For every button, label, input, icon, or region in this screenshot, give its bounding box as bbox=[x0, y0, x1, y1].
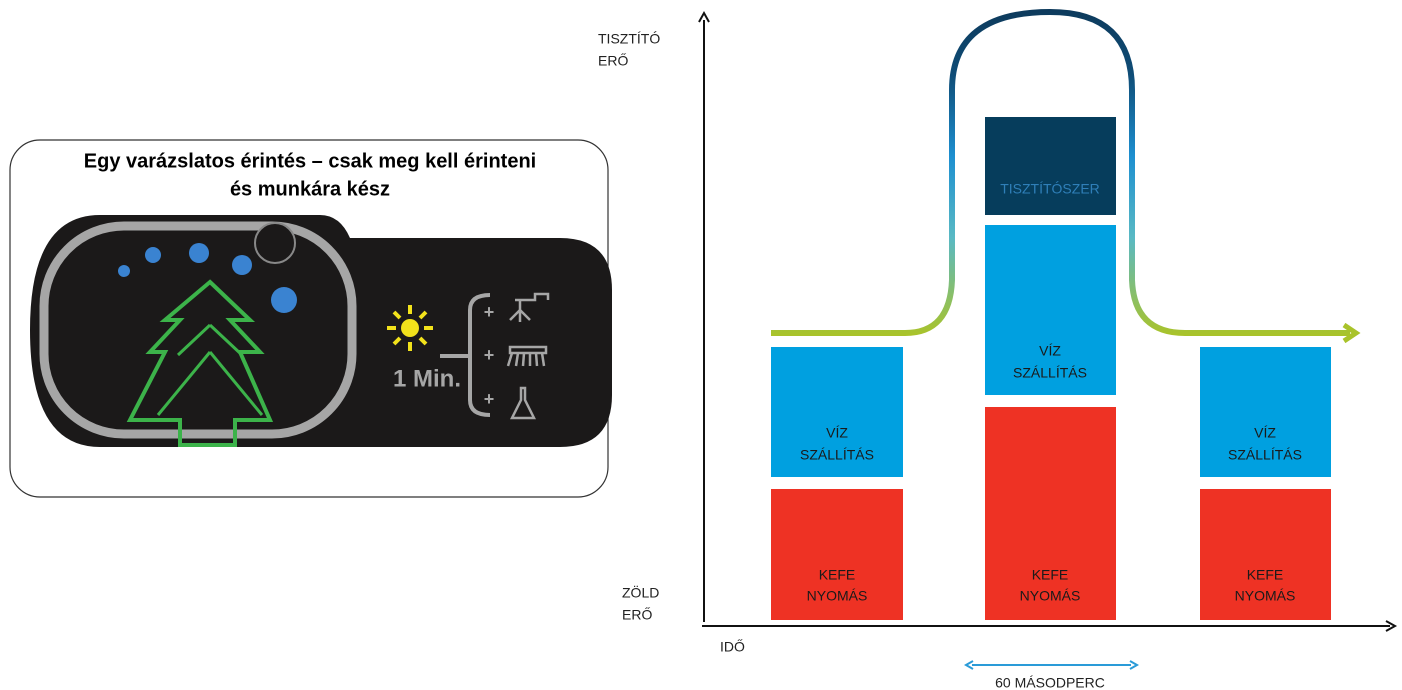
plus: + bbox=[484, 389, 495, 409]
block-label: SZÁLLÍTÁS bbox=[800, 447, 874, 463]
y-axis-label: ERŐ bbox=[598, 53, 628, 69]
plus: + bbox=[484, 302, 495, 322]
block-label: VÍZ bbox=[826, 425, 848, 441]
panel-title: Egy varázslatos érintés – csak meg kell … bbox=[84, 150, 536, 172]
y-axis-label: ZÖLD bbox=[622, 584, 659, 601]
page: Egy varázslatos érintés – csak meg kell … bbox=[0, 0, 1402, 690]
x-axis-label: IDŐ bbox=[720, 639, 745, 655]
block-label: SZÁLLÍTÁS bbox=[1228, 447, 1302, 463]
block-label: TISZTÍTÓSZER bbox=[1000, 181, 1100, 197]
block-label: KEFE bbox=[1032, 567, 1069, 583]
plus: + bbox=[484, 345, 495, 365]
block-label: VÍZ bbox=[1039, 343, 1061, 359]
block-label: VÍZ bbox=[1254, 425, 1276, 441]
cleaning-diagram: TISZTÍTÓ ERŐ ZÖLD ERŐ IDŐ VÍZ SZÁLLÍTÁS … bbox=[598, 12, 1395, 690]
block-label: NYOMÁS bbox=[1235, 588, 1296, 604]
timer-label: 1 Min. bbox=[393, 365, 461, 392]
control-panel: Egy varázslatos érintés – csak meg kell … bbox=[10, 140, 612, 497]
block-label: NYOMÁS bbox=[807, 588, 868, 604]
block-label: KEFE bbox=[1247, 567, 1284, 583]
block-label: NYOMÁS bbox=[1020, 588, 1081, 604]
button[interactable] bbox=[255, 223, 295, 263]
panel-title: és munkára kész bbox=[230, 178, 390, 200]
block-label: KEFE bbox=[819, 567, 856, 583]
block-label: SZÁLLÍTÁS bbox=[1013, 365, 1087, 381]
duration-label: 60 MÁSODPERC bbox=[995, 675, 1105, 690]
y-axis-label: ERŐ bbox=[622, 607, 652, 623]
detergent-block bbox=[985, 117, 1116, 215]
y-axis-label: TISZTÍTÓ bbox=[598, 31, 660, 47]
